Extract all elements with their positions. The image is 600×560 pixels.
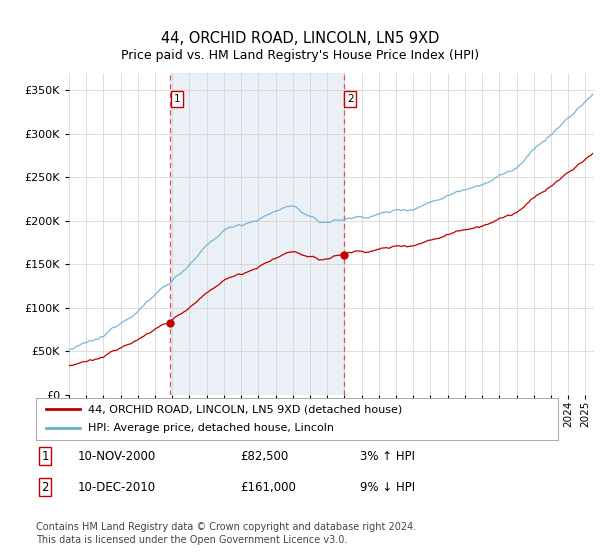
Text: 2: 2: [41, 480, 49, 494]
Text: 1: 1: [41, 450, 49, 463]
Text: 1: 1: [173, 94, 180, 104]
Text: £161,000: £161,000: [240, 480, 296, 494]
Text: 3% ↑ HPI: 3% ↑ HPI: [360, 450, 415, 463]
Text: 10-NOV-2000: 10-NOV-2000: [78, 450, 156, 463]
Text: Price paid vs. HM Land Registry's House Price Index (HPI): Price paid vs. HM Land Registry's House …: [121, 49, 479, 62]
Text: £82,500: £82,500: [240, 450, 288, 463]
Text: This data is licensed under the Open Government Licence v3.0.: This data is licensed under the Open Gov…: [36, 535, 347, 545]
Text: 10-DEC-2010: 10-DEC-2010: [78, 480, 156, 494]
Text: Contains HM Land Registry data © Crown copyright and database right 2024.: Contains HM Land Registry data © Crown c…: [36, 522, 416, 532]
Text: 44, ORCHID ROAD, LINCOLN, LN5 9XD (detached house): 44, ORCHID ROAD, LINCOLN, LN5 9XD (detac…: [88, 404, 403, 414]
Text: 44, ORCHID ROAD, LINCOLN, LN5 9XD: 44, ORCHID ROAD, LINCOLN, LN5 9XD: [161, 31, 439, 46]
Text: 2: 2: [347, 94, 353, 104]
Bar: [170, 73, 344, 395]
Text: HPI: Average price, detached house, Lincoln: HPI: Average price, detached house, Linc…: [88, 423, 334, 433]
Text: 9% ↓ HPI: 9% ↓ HPI: [360, 480, 415, 494]
